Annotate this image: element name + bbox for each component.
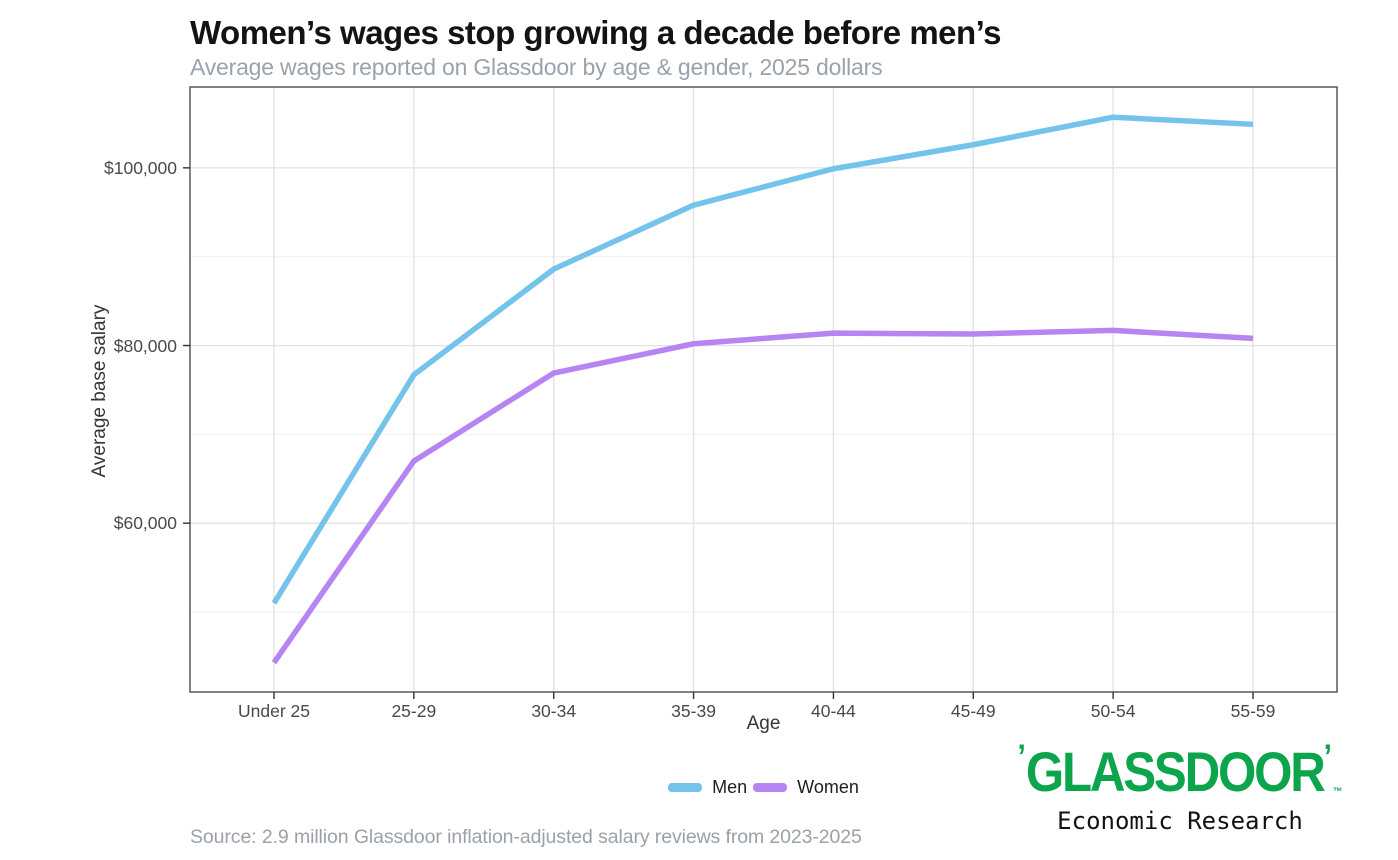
- legend: Men Women: [190, 777, 1337, 798]
- legend-label-women: Women: [797, 777, 859, 797]
- logo-wordmark-text: GLASSDOOR: [1025, 740, 1326, 803]
- trademark-symbol: ™: [1332, 786, 1343, 798]
- chart-title: Women’s wages stop growing a decade befo…: [190, 14, 1001, 51]
- logo-tagline: Economic Research: [1057, 807, 1303, 835]
- men-line-swatch: [668, 783, 703, 792]
- y-tick-label: $100,000: [104, 157, 177, 178]
- x-tick-label: 25-29: [391, 701, 437, 721]
- y-tick-label: $80,000: [113, 335, 177, 356]
- legend-item-women: Women: [753, 777, 859, 798]
- women-line-swatch: [753, 783, 788, 792]
- series-line-men: [271, 114, 1254, 605]
- legend-label-men: Men: [712, 777, 748, 797]
- logo-open-quote-icon: ’: [1017, 738, 1026, 776]
- x-axis-title: Age: [746, 713, 781, 734]
- chart-subtitle: Average wages reported on Glassdoor by a…: [190, 54, 883, 80]
- x-tick-label: 45-49: [950, 701, 996, 721]
- x-tick-label: 50-54: [1090, 701, 1136, 721]
- x-tick-label: Under 25: [238, 701, 310, 721]
- glassdoor-wordmark: ’ GLASSDOOR’ ™: [1018, 740, 1343, 803]
- x-tick-label: 35-39: [671, 701, 716, 721]
- legend-item-men: Men: [668, 777, 747, 798]
- x-tick-label: 55-59: [1230, 701, 1276, 721]
- x-tick-label: 40-44: [811, 701, 856, 721]
- source-note: Source: 2.9 million Glassdoor inflation-…: [190, 826, 862, 848]
- panel-border: [189, 86, 1338, 693]
- series-line-women: [271, 327, 1254, 665]
- glassdoor-logo: ’ GLASSDOOR’ ™ Economic Research: [1005, 740, 1355, 835]
- logo-close-quote-icon: ’: [1323, 738, 1332, 776]
- y-axis-title: Average base salary: [89, 304, 110, 478]
- y-tick-label: $60,000: [113, 513, 177, 534]
- x-tick-label: 30-34: [531, 701, 577, 721]
